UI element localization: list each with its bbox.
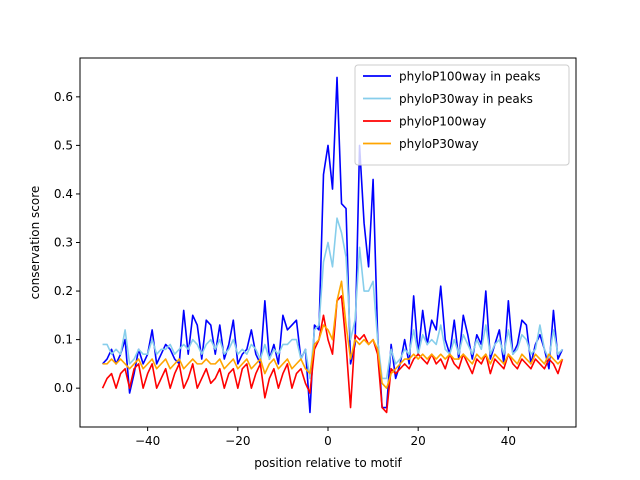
series-line-2	[102, 217, 564, 380]
series-layer	[101, 76, 564, 414]
y-axis-label: conservation score	[28, 186, 42, 300]
legend-box	[354, 64, 570, 166]
x-tick-label: 40	[501, 434, 516, 448]
y-tick-label: 0.2	[54, 284, 73, 298]
y-axis: 0.0 0.1 0.2 0.3 0.4 0.5 0.6	[54, 90, 80, 395]
series-line-4	[102, 280, 564, 389]
y-tick-label: 0.0	[54, 381, 73, 395]
legend-entry: phyloP100way in peaks	[399, 70, 541, 84]
legend-entry: phyloP30way in peaks	[399, 92, 533, 106]
x-axis-label: position relative to motif	[254, 456, 402, 470]
legend-entry: phyloP100way	[399, 115, 486, 129]
legend: phyloP100way in peaks phyloP30way in peak…	[354, 64, 570, 166]
series-line-3	[101, 295, 564, 414]
legend-entry: phyloP30way	[399, 137, 479, 151]
y-tick-label: 0.4	[54, 187, 73, 201]
x-tick-label: 0	[324, 434, 332, 448]
y-tick-label: 0.3	[54, 236, 73, 250]
x-tick-label: 20	[411, 434, 426, 448]
x-tick-label: −20	[225, 434, 250, 448]
x-axis: −40 −20 0 20 40	[135, 427, 516, 448]
x-tick-label: −40	[135, 434, 160, 448]
y-tick-label: 0.5	[54, 138, 73, 152]
y-tick-label: 0.1	[54, 333, 73, 347]
y-tick-label: 0.6	[54, 90, 73, 104]
